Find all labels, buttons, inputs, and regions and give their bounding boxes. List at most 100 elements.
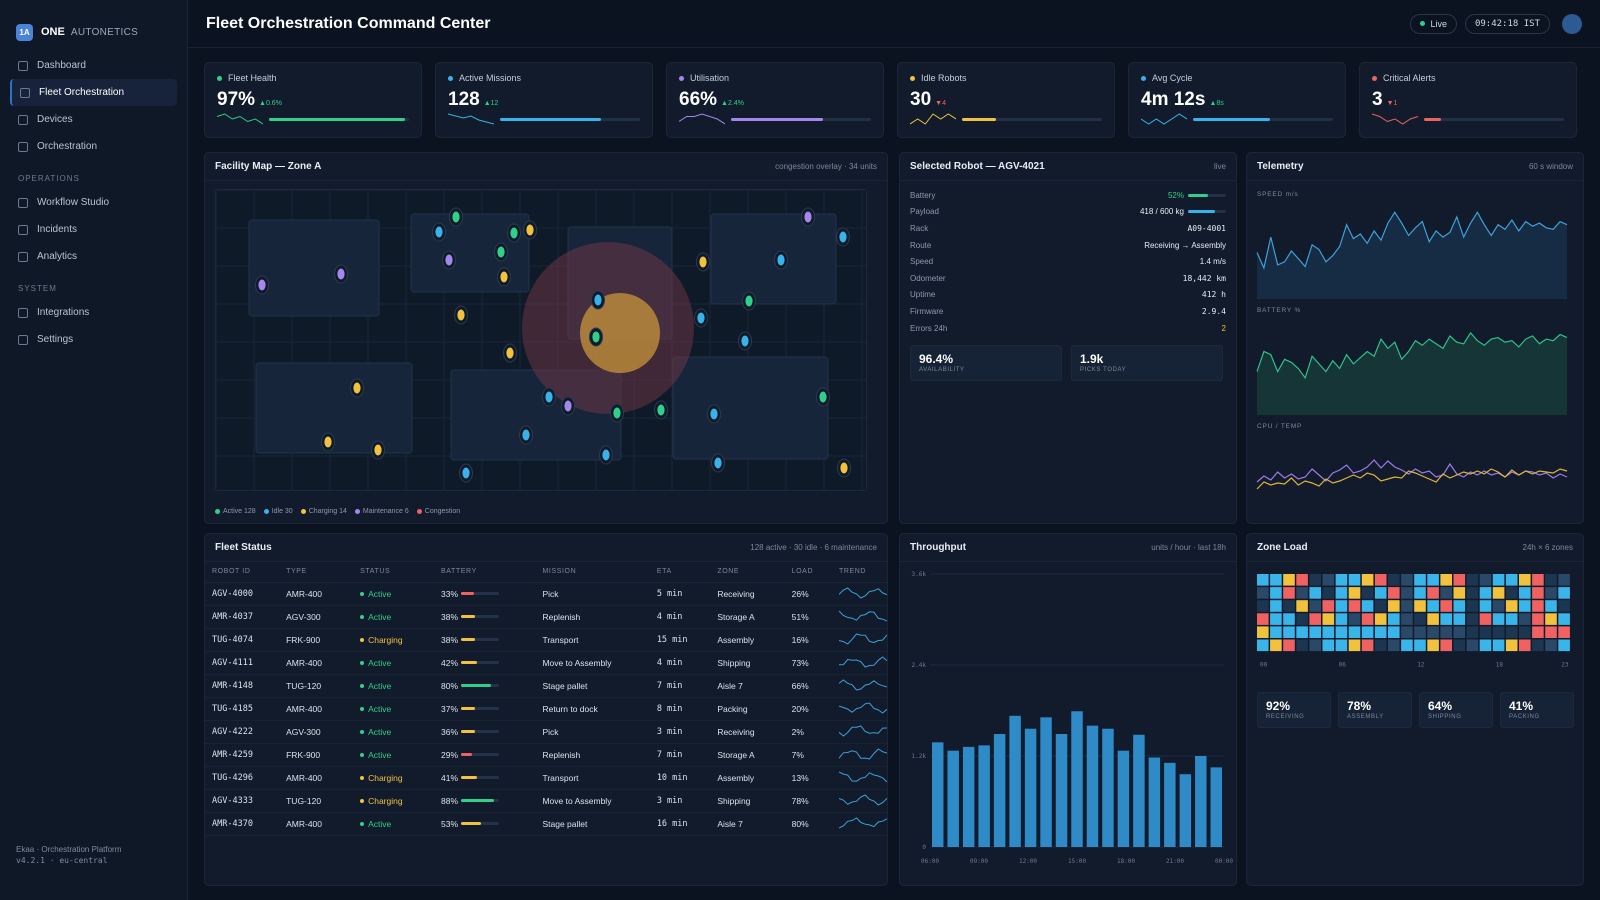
heatmap-cell (1283, 626, 1295, 638)
battery-value: 80% (441, 680, 459, 691)
robot-marker (324, 436, 332, 448)
heatmap-cell (1466, 613, 1479, 625)
column-header[interactable]: LOAD (784, 562, 832, 583)
trend-path (838, 771, 888, 782)
sidebar-item-analytics[interactable]: Analytics (10, 243, 177, 270)
table-row[interactable]: TUG-4185 AMR-400 Active 37% Return to dock 8 … (205, 697, 888, 721)
kpi-value-row: 3 ▼1 (1372, 89, 1564, 111)
heatmap-cell (1270, 574, 1282, 586)
battery-cell: 80% (434, 674, 536, 698)
heatmap-cell (1466, 626, 1479, 638)
table-row[interactable]: AGV-4000 AMR-400 Active 33% Pick 5 min Receivi… (205, 582, 888, 606)
throughput-bar (1009, 715, 1021, 847)
sidebar-item-fleet-orchestration[interactable]: Fleet Orchestration (10, 79, 177, 106)
heatmap-cell (1532, 600, 1544, 612)
battery-bar (461, 615, 500, 618)
zone-card-packing: 41% PACKING (1500, 692, 1574, 728)
live-status-badge[interactable]: Live (1410, 13, 1457, 34)
table-row[interactable]: AMR-4148 TUG-120 Active 80% Stage pallet 7 mi… (205, 674, 888, 698)
field-key: Speed (910, 257, 934, 267)
dashboard-icon (18, 60, 28, 71)
facility-map[interactable] (215, 189, 867, 491)
field-value: 18,442 km (1182, 273, 1226, 283)
heatmap-cell (1466, 587, 1479, 599)
column-header[interactable]: TREND (831, 562, 887, 583)
table-row[interactable]: AGV-4333 TUG-120 Charging 88% Move to Assemb… (205, 789, 888, 813)
sidebar-item-devices[interactable]: Devices (10, 106, 177, 133)
field-key: Uptime (910, 290, 936, 300)
column-header[interactable]: ZONE (710, 562, 785, 583)
field-key: Firmware (910, 306, 944, 316)
heatmap-cell (1440, 639, 1452, 652)
battery-wrap: 33% (441, 589, 535, 599)
kpi-value: 3 (1372, 89, 1383, 110)
sidebar-item-orchestration[interactable]: Orchestration (10, 133, 177, 160)
kpi-card-avg-cycle[interactable]: Avg Cycle 4m 12s ▲8s (1128, 62, 1346, 138)
sidebar-footer: Ekaa · Orchestration Platform v4.2.1 · e… (16, 844, 121, 866)
sidebar-item-workflow-studio[interactable]: Workflow Studio (10, 189, 177, 216)
kpi-card-fleet-health[interactable]: Fleet Health 97% ▲0.6% (204, 62, 422, 138)
status-dot-icon (360, 615, 365, 620)
mission-cell: Replenish (535, 605, 650, 629)
heatmap-cell (1558, 587, 1570, 599)
column-header[interactable]: BATTERY (434, 562, 536, 583)
heatmap-cell (1466, 600, 1479, 612)
kpi-delta: ▲12 (483, 100, 499, 107)
legend-item: Active 128 (215, 508, 256, 515)
map-canvas[interactable] (216, 190, 867, 491)
kpi-card-active-missions[interactable]: Active Missions 128 ▲12 (435, 62, 653, 138)
status-dot-icon (360, 592, 365, 597)
mission-cell: Transport (535, 766, 650, 790)
table-row[interactable]: AMR-4370 AMR-400 Active 53% Stage pallet 16 m… (205, 812, 888, 836)
type-cell: AMR-400 (279, 812, 354, 836)
status-dot-icon (360, 684, 365, 689)
kpi-card-utilisation[interactable]: Utilisation 66% ▲2.4% (666, 62, 884, 138)
throughput-bar (962, 746, 975, 847)
column-header[interactable]: TYPE (279, 562, 354, 583)
legend-dot-icon (416, 509, 422, 514)
table-row[interactable]: AGV-4222 AGV-300 Active 36% Pick 3 min Receivi… (205, 720, 887, 744)
column-header[interactable]: ROBOT ID (205, 562, 280, 583)
kpi-card-critical-alerts[interactable]: Critical Alerts 3 ▼1 (1359, 62, 1577, 138)
column-header[interactable]: STATUS (353, 562, 435, 583)
heatmap-cell (1427, 587, 1439, 599)
table-row[interactable]: TUG-4296 AMR-400 Charging 41% Transport 10 mi… (205, 766, 888, 790)
sidebar-item-integrations[interactable]: Integrations (10, 299, 177, 326)
trend-sparkline (838, 793, 888, 806)
kpi-footer (1141, 113, 1333, 125)
telemetry-area (1257, 332, 1567, 415)
sidebar-item-settings[interactable]: Settings (10, 326, 177, 353)
brand[interactable]: 1A ONE AUTONETICS (0, 0, 187, 48)
table-row[interactable]: AMR-4259 FRK-900 Active 29% Replenish 7 min St… (205, 743, 888, 767)
heatmap-cell (1270, 639, 1282, 652)
trend-sparkline (838, 678, 888, 691)
load-cell: 16% (784, 628, 832, 652)
robot-field-row: Firmware 2.9.4 (910, 303, 1226, 320)
robot-marker (435, 226, 443, 238)
table-row[interactable]: AMR-4037 AGV-300 Active 38% Replenish 4 min St… (205, 605, 888, 629)
kpi-progress-track (1424, 117, 1564, 121)
heatmap-cell (1257, 600, 1269, 612)
robot-marker (258, 279, 266, 291)
robot-marker (819, 391, 827, 403)
kpi-label-text: Fleet Health (228, 73, 277, 83)
throughput-bar (1195, 756, 1207, 847)
field-key: Battery (910, 190, 936, 200)
robot-field-row: Battery 52% (910, 187, 1226, 204)
sparkline-path (1141, 113, 1187, 125)
table-row[interactable]: TUG-4074 FRK-900 Charging 38% Transport 15 mi… (205, 628, 888, 652)
robot-id-cell: AMR-4259 (205, 743, 280, 767)
legend-dot-icon (354, 509, 360, 514)
kpi-card-idle-robots[interactable]: Idle Robots 30 ▼4 (897, 62, 1115, 138)
avatar[interactable] (1562, 13, 1582, 34)
sidebar-item-incidents[interactable]: Incidents (10, 216, 177, 243)
column-header[interactable]: MISSION (535, 562, 650, 583)
sparkline-path (679, 113, 725, 125)
battery-value: 38% (441, 634, 459, 645)
column-header[interactable]: ETA (649, 562, 711, 583)
sidebar-item-dashboard[interactable]: Dashboard (10, 52, 177, 79)
telemetry-panel: Telemetry 60 s window SPEED m/s BATTERY … (1246, 152, 1584, 524)
status-cell: Active (353, 605, 435, 629)
table-row[interactable]: AGV-4111 AMR-400 Active 42% Move to Assembly… (205, 651, 888, 675)
sidebar-item-label: Analytics (37, 251, 78, 262)
